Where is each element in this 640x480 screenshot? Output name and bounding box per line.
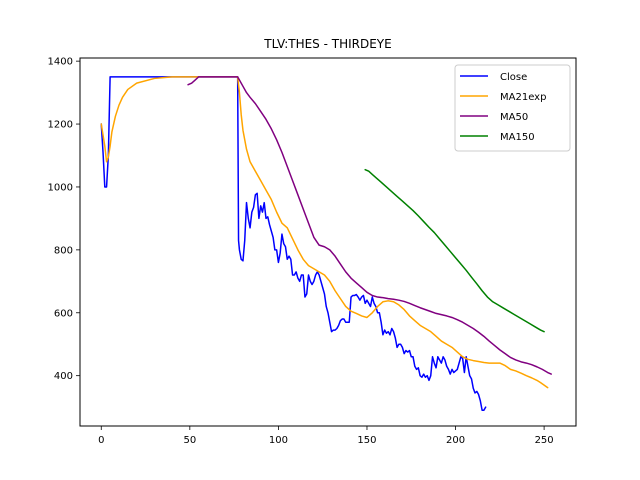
legend-label-ma150: MA150 <box>500 132 535 143</box>
y-tick-label: 1400 <box>48 57 73 68</box>
legend-box <box>454 64 571 152</box>
series-line-ma50 <box>187 76 552 375</box>
x-tick-label: 150 <box>357 435 376 446</box>
y-tick-label: 800 <box>54 245 73 256</box>
y-tick-label: 1000 <box>48 182 73 193</box>
y-tick-label: 600 <box>54 308 73 319</box>
x-tick-label: 50 <box>183 435 196 446</box>
legend-label-ma21exp: MA21exp <box>500 92 546 103</box>
axes-frame <box>79 57 577 427</box>
legend-label-ma50: MA50 <box>500 112 528 123</box>
y-tick-label: 400 <box>54 371 73 382</box>
legend-label-close: Close <box>500 72 527 83</box>
series-line-ma21exp <box>100 76 549 389</box>
y-axis: 400 600 800 1000 1200 1400 <box>48 57 80 382</box>
x-tick-label: 200 <box>446 435 465 446</box>
plot-area <box>100 76 552 412</box>
x-tick-label: 0 <box>98 435 104 446</box>
y-tick-label: 1200 <box>48 120 73 131</box>
x-axis: 0 50 100 150 200 250 <box>98 426 554 446</box>
legend: Close MA21exp MA50 MA150 <box>454 64 571 152</box>
series-line-close <box>100 76 487 412</box>
chart-title: TLV:THES - THIRDEYE <box>263 37 391 51</box>
x-tick-label: 100 <box>269 435 288 446</box>
series-line-ma150 <box>364 168 545 333</box>
x-tick-label: 250 <box>535 435 554 446</box>
